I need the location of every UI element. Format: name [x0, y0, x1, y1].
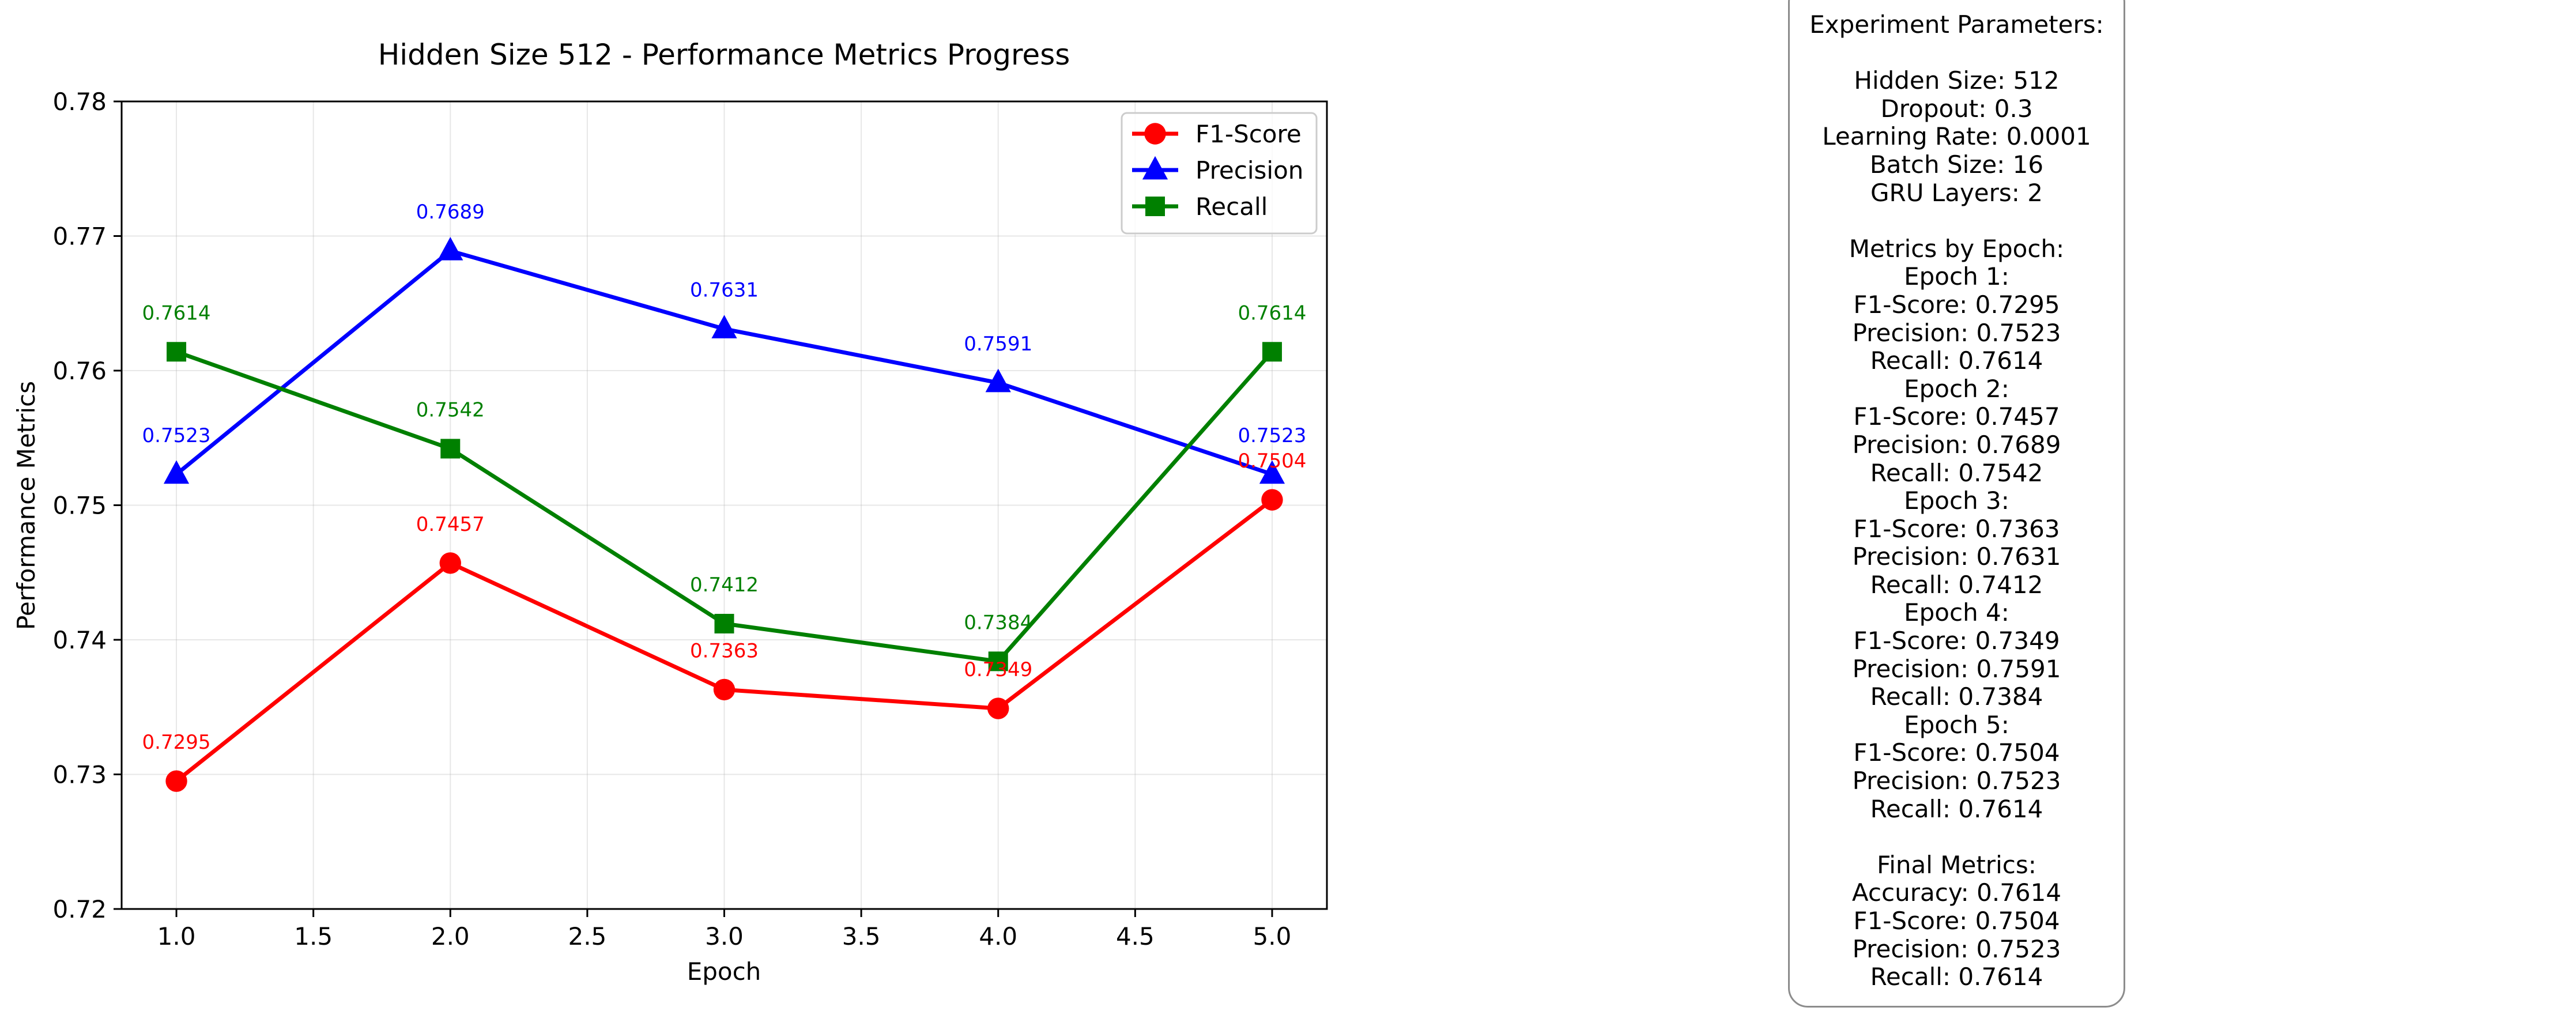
x-tick-label: 4.5: [1116, 922, 1155, 950]
precision-data-label: 0.7689: [416, 201, 485, 224]
precision-point: [711, 315, 737, 339]
y-axis-label: Performance Metrics: [12, 381, 40, 630]
series-layer: [163, 236, 1285, 792]
params-line: Hidden Size: 512: [1854, 66, 2060, 95]
y-tick-label: 0.73: [52, 761, 107, 789]
f1-score-data-label: 0.7349: [964, 658, 1032, 681]
legend-label-recall: Recall: [1195, 193, 1268, 221]
x-tick-label: 2.5: [568, 922, 606, 950]
params-line: Recall: 0.7614: [1870, 963, 2043, 991]
params-line: Epoch 1:: [1904, 262, 2009, 291]
precision-data-label: 0.7523: [142, 424, 211, 447]
params-line: Recall: 0.7412: [1870, 570, 2043, 599]
x-tick-label: 3.5: [842, 922, 881, 950]
recall-point: [1262, 342, 1282, 362]
f1-score-data-label: 0.7295: [142, 731, 211, 754]
chart-title: Hidden Size 512 - Performance Metrics Pr…: [378, 38, 1070, 71]
chart-legend: F1-Score Precision Recall: [1121, 112, 1318, 235]
experiment-parameters-box: Experiment Parameters: Hidden Size: 512 Dr…: [1788, 0, 2125, 1008]
precision-data-label: 0.7591: [964, 333, 1032, 356]
legend-marker-recall: [1145, 197, 1165, 216]
precision-point: [437, 236, 463, 261]
f1-score-data-label: 0.7457: [416, 513, 485, 536]
precision-data-label: 0.7523: [1238, 424, 1306, 447]
params-line: Precision: 0.7523: [1852, 934, 2061, 963]
recall-data-label: 0.7614: [1238, 301, 1306, 325]
x-tick-label: 1.0: [157, 922, 196, 950]
params-line: F1-Score: 0.7349: [1853, 627, 2060, 655]
params-line: Recall: 0.7542: [1870, 458, 2043, 487]
params-line: Experiment Parameters:: [1809, 10, 2104, 39]
f1-score-data-label: 0.7363: [690, 639, 759, 662]
params-line: F1-Score: 0.7363: [1853, 514, 2060, 543]
f1-score-point: [713, 678, 736, 701]
params-line: Metrics by Epoch:: [1849, 234, 2065, 263]
grid-lines: [122, 101, 1327, 910]
params-line: Recall: 0.7614: [1870, 794, 2043, 823]
x-tick-label: 3.0: [705, 922, 744, 950]
recall-point: [988, 651, 1008, 672]
params-line: Dropout: 0.3: [1880, 94, 2033, 123]
params-line: Accuracy: 0.7614: [1851, 878, 2062, 907]
y-tick-label: 0.75: [52, 492, 107, 520]
f1-score-point: [439, 552, 461, 574]
params-line: Learning Rate: 0.0001: [1822, 122, 2091, 151]
params-spacer: [1790, 207, 2124, 235]
params-line: Batch Size: 16: [1869, 150, 2044, 179]
recall-data-label: 0.7614: [142, 301, 211, 325]
params-line: Precision: 0.7631: [1852, 542, 2061, 571]
precision-point: [985, 368, 1011, 393]
params-line: F1-Score: 0.7504: [1853, 738, 2060, 767]
y-tick-label: 0.76: [52, 357, 107, 385]
params-line: Epoch 2:: [1904, 374, 2009, 403]
params-line: GRU Layers: 2: [1870, 178, 2043, 207]
params-line: F1-Score: 0.7295: [1853, 290, 2060, 319]
f1-score-data-label: 0.7504: [1238, 450, 1306, 473]
recall-point: [440, 439, 461, 459]
recall-point: [167, 342, 187, 362]
precision-point: [163, 460, 190, 484]
legend-frame: [1121, 112, 1318, 235]
recall-data-label: 0.7412: [690, 574, 759, 597]
params-line: F1-Score: 0.7504: [1853, 907, 2060, 935]
params-line: Epoch 3:: [1904, 486, 2009, 515]
y-tick-label: 0.78: [52, 88, 107, 116]
params-line: Precision: 0.7689: [1852, 430, 2061, 459]
params-line: Recall: 0.7384: [1870, 682, 2043, 711]
x-tick-label: 1.5: [294, 922, 333, 950]
params-line: Recall: 0.7614: [1870, 346, 2043, 375]
f1-score-point: [987, 697, 1009, 719]
params-line: Precision: 0.7591: [1852, 654, 2061, 683]
params-line: F1-Score: 0.7457: [1853, 402, 2060, 431]
x-tick-label: 4.0: [979, 922, 1017, 950]
params-line: Epoch 4:: [1904, 598, 2009, 627]
legend-marker-precision: [1142, 156, 1168, 180]
params-spacer: [1790, 823, 2124, 851]
f1-score-point: [1261, 489, 1283, 511]
params-spacer: [1790, 39, 2124, 67]
params-line: Precision: 0.7523: [1852, 318, 2061, 347]
x-tick-label: 2.0: [431, 922, 470, 950]
params-line: Final Metrics:: [1877, 850, 2036, 879]
recall-data-label: 0.7542: [416, 398, 485, 421]
params-line: Precision: 0.7523: [1852, 767, 2061, 795]
recall-point: [714, 613, 734, 633]
precision-point: [1259, 460, 1285, 484]
y-tick-label: 0.74: [52, 626, 107, 654]
recall-data-label: 0.7384: [964, 611, 1032, 634]
axis-ticks: 1.0 1.5 2.0 2.5 3.0 3.5 4.0 4.5 5.0 0.72 0.73 0.74 0…: [52, 88, 1291, 950]
precision-data-label: 0.7631: [690, 279, 759, 302]
y-tick-label: 0.77: [52, 222, 107, 251]
legend-label-f1-score: F1-Score: [1195, 120, 1302, 148]
legend-marker-f1-score: [1144, 123, 1166, 145]
data-labels: 0.7295 0.7457 0.7363 0.7349 0.7504 0.7523 0.76…: [142, 201, 1307, 754]
f1-score-point: [165, 770, 187, 792]
x-tick-label: 5.0: [1253, 922, 1292, 950]
x-axis-label: Epoch: [687, 957, 761, 986]
params-line: Epoch 5:: [1904, 710, 2009, 739]
legend-label-precision: Precision: [1195, 156, 1303, 184]
y-tick-label: 0.72: [52, 895, 107, 923]
